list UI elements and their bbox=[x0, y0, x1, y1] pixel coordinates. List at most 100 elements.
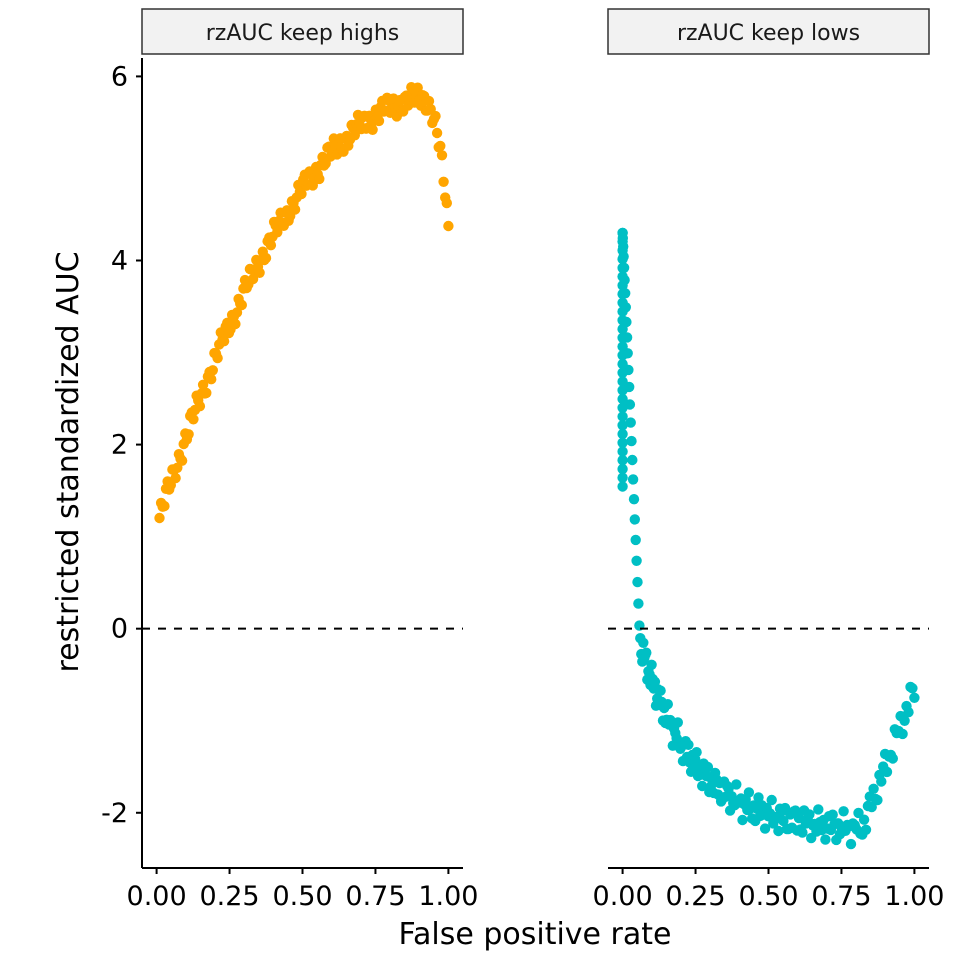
strip-lows-background bbox=[607, 8, 930, 55]
lows-point bbox=[641, 647, 652, 658]
lows-point bbox=[617, 463, 628, 475]
highs-point bbox=[170, 472, 181, 484]
lows-point bbox=[683, 739, 694, 750]
lows-point bbox=[627, 474, 639, 485]
lows-point bbox=[813, 804, 824, 815]
lows-point bbox=[617, 245, 628, 256]
x-tick-label: 0.00 bbox=[127, 881, 187, 912]
lows-point bbox=[617, 297, 628, 308]
highs-point bbox=[367, 124, 378, 135]
x-tick-label: 0.50 bbox=[272, 881, 332, 912]
highs-point bbox=[183, 429, 194, 440]
lows-point bbox=[691, 747, 702, 758]
lows-point bbox=[868, 783, 879, 794]
lows-point bbox=[617, 411, 628, 422]
lows-point bbox=[617, 323, 628, 335]
highs-point bbox=[154, 512, 165, 524]
highs-point bbox=[436, 150, 448, 161]
highs-point bbox=[430, 110, 441, 122]
panel-highs: rzAUC keep highs 6 4 2 0 -2 0.00 0.25 0.50 0.75… bbox=[101, 8, 478, 912]
lows-point bbox=[617, 350, 628, 361]
lows-point bbox=[617, 385, 628, 396]
lows-point bbox=[838, 806, 849, 817]
lows-point bbox=[731, 779, 742, 790]
x-axis-title: False positive rate bbox=[399, 917, 672, 952]
lows-point bbox=[907, 683, 918, 694]
lows-point bbox=[617, 446, 628, 457]
highs-point bbox=[206, 374, 217, 385]
lows-point bbox=[617, 437, 628, 448]
lows-point bbox=[617, 227, 628, 239]
lows-point bbox=[633, 598, 644, 609]
y-ticks: 6 4 2 0 -2 bbox=[101, 61, 142, 829]
lows-point bbox=[820, 834, 831, 845]
y-tick-label: -2 bbox=[101, 798, 128, 829]
x-ticks-highs: 0.00 0.25 0.50 0.75 1.00 bbox=[127, 868, 478, 912]
highs-point bbox=[314, 173, 325, 185]
x-tick-label: 1.00 bbox=[884, 881, 944, 912]
highs-point bbox=[349, 130, 360, 141]
lows-point bbox=[646, 659, 657, 670]
lows-point bbox=[897, 728, 908, 740]
y-tick-label: 6 bbox=[111, 61, 128, 92]
highs-point bbox=[443, 220, 454, 232]
lows-point bbox=[655, 685, 666, 696]
lows-point bbox=[617, 280, 628, 291]
strip-highs-title: rzAUC keep highs bbox=[206, 21, 400, 46]
x-tick-label: 0.75 bbox=[811, 881, 871, 912]
lows-point bbox=[629, 514, 640, 525]
lows-point bbox=[617, 420, 628, 431]
lows-point bbox=[697, 780, 708, 792]
x-tick-label: 1.00 bbox=[418, 881, 478, 912]
lows-point bbox=[617, 472, 628, 483]
lows-point bbox=[860, 824, 872, 835]
strip-highs-background bbox=[141, 8, 464, 55]
lows-point bbox=[766, 794, 777, 806]
lows-point bbox=[737, 814, 748, 826]
highs-point bbox=[230, 318, 241, 330]
lows-point bbox=[866, 801, 877, 813]
lows-point bbox=[617, 393, 628, 405]
lows-point bbox=[617, 236, 628, 247]
lows-point bbox=[617, 306, 628, 317]
lows-point bbox=[617, 376, 628, 387]
lows-point bbox=[881, 766, 893, 778]
lows-point bbox=[617, 315, 628, 326]
lows-point bbox=[632, 576, 643, 588]
highs-point bbox=[254, 267, 265, 278]
highs-point bbox=[265, 240, 277, 251]
x-ticks-lows: 0.00 0.25 0.50 0.75 1.00 bbox=[593, 868, 944, 912]
highs-point bbox=[194, 401, 206, 412]
highs-point bbox=[201, 387, 212, 399]
lows-point bbox=[617, 358, 628, 370]
highs-point bbox=[296, 188, 307, 200]
lows-point bbox=[797, 827, 808, 838]
x-tick-label: 0.25 bbox=[665, 881, 725, 912]
lows-point bbox=[872, 794, 883, 806]
x-tick-label: 0.25 bbox=[199, 881, 259, 912]
x-tick-label: 0.75 bbox=[345, 881, 405, 912]
highs-point bbox=[431, 127, 443, 139]
lows-point bbox=[858, 814, 870, 825]
lows-point bbox=[617, 332, 628, 343]
lows-point bbox=[753, 792, 764, 803]
lows-point bbox=[845, 838, 857, 850]
lows-point bbox=[617, 481, 628, 492]
lows-point bbox=[617, 402, 628, 413]
highs-point bbox=[260, 252, 272, 264]
lows-point bbox=[617, 341, 628, 352]
lows-point bbox=[778, 815, 789, 827]
lows-point bbox=[773, 825, 784, 837]
highs-point bbox=[218, 336, 230, 347]
highs-point bbox=[412, 82, 423, 93]
lows-point bbox=[743, 787, 755, 798]
lows-point bbox=[702, 761, 714, 773]
highs-point bbox=[441, 197, 452, 209]
lows-point bbox=[759, 823, 771, 834]
lows-point bbox=[887, 753, 898, 764]
y-tick-label: 0 bbox=[111, 614, 128, 645]
highs-point bbox=[272, 227, 283, 238]
lows-point bbox=[903, 707, 914, 718]
